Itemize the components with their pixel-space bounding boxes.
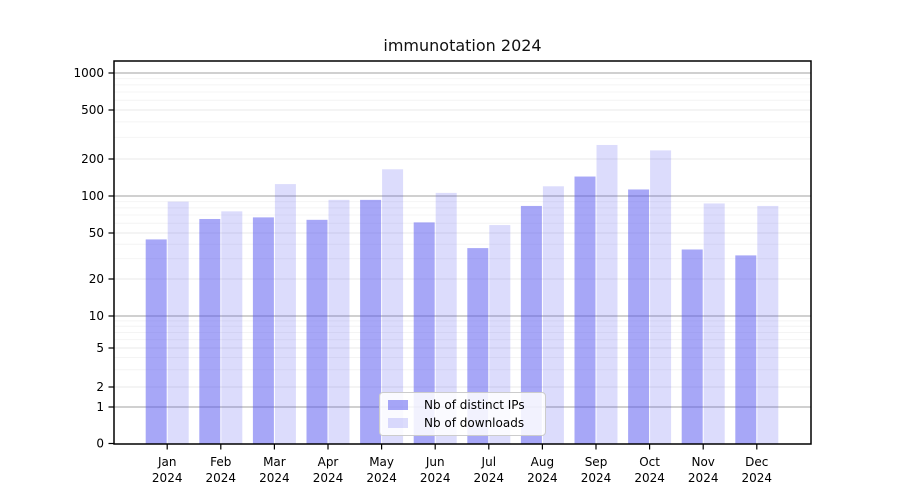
y-tick-label: 50 — [89, 226, 104, 240]
bar-distinct-ips-dec — [735, 255, 757, 444]
y-tick-label: 2 — [96, 380, 104, 394]
bar-downloads-jan — [167, 201, 189, 444]
bar-distinct-ips-apr — [306, 219, 328, 444]
bar-distinct-ips-nov — [681, 249, 703, 444]
x-tick-label-month: Jul — [481, 455, 496, 469]
y-tick-label: 500 — [81, 103, 104, 117]
x-tick-label-year: 2024 — [259, 471, 290, 485]
x-tick-label-month: Sep — [585, 455, 608, 469]
x-tick-label-year: 2024 — [634, 471, 665, 485]
y-tick-label: 200 — [81, 152, 104, 166]
y-tick-label: 1 — [96, 400, 104, 414]
bar-distinct-ips-feb — [199, 218, 221, 444]
x-tick-label-month: Nov — [691, 455, 714, 469]
bar-downloads-sep — [596, 144, 618, 445]
axis-frame — [113, 60, 812, 445]
x-tick-label-year: 2024 — [527, 471, 558, 485]
bar-distinct-ips-aug — [520, 205, 542, 444]
legend-label-distinct-ips: Nb of distinct IPs — [424, 397, 525, 412]
bar-downloads-feb — [221, 211, 243, 444]
bar-downloads-nov — [703, 203, 725, 444]
x-tick-label-year: 2024 — [581, 471, 612, 485]
legend-label-downloads: Nb of downloads — [424, 416, 525, 431]
x-tick-label-year: 2024 — [152, 471, 183, 485]
x-tick-label-year: 2024 — [688, 471, 719, 485]
x-tick-label-month: Mar — [263, 455, 286, 469]
bar-distinct-ips-mar — [252, 217, 274, 444]
legend-item-distinct-ips: Nb of distinct IPs — [388, 397, 537, 413]
x-tick-label-year: 2024 — [474, 471, 505, 485]
x-tick-label-month: Apr — [318, 455, 339, 469]
x-tick-label-month: Jun — [425, 455, 445, 469]
bar-downloads-may — [382, 169, 404, 445]
x-tick-label-month: Jan — [157, 455, 177, 469]
x-tick-label-month: Feb — [210, 455, 231, 469]
bar-downloads-jun — [435, 192, 457, 444]
y-tick-label: 1000 — [73, 66, 104, 80]
bar-downloads-jul — [489, 225, 511, 444]
bar-downloads-oct — [650, 150, 672, 444]
x-tick-label-year: 2024 — [366, 471, 397, 485]
bar-downloads-mar — [274, 184, 296, 444]
bar-downloads-aug — [542, 186, 564, 444]
bar-distinct-ips-jun — [413, 222, 435, 444]
x-tick-label-month: Aug — [531, 455, 554, 469]
legend: Nb of distinct IPs Nb of downloads — [379, 392, 546, 436]
x-tick-label-year: 2024 — [206, 471, 237, 485]
y-tick-label: 100 — [81, 189, 104, 203]
y-tick-label: 10 — [89, 309, 104, 323]
y-tick-label: 20 — [89, 272, 104, 286]
x-tick-label-year: 2024 — [420, 471, 451, 485]
legend-swatch-distinct-ips — [388, 399, 408, 410]
x-tick-label-month: Dec — [745, 455, 768, 469]
bar-distinct-ips-sep — [574, 176, 596, 444]
legend-swatch-downloads — [388, 418, 408, 429]
bar-distinct-ips-may — [360, 199, 382, 444]
x-tick-label-month: May — [369, 455, 394, 469]
legend-item-downloads: Nb of downloads — [388, 416, 537, 432]
y-tick-label: 0 — [96, 437, 104, 451]
y-tick-label: 5 — [96, 341, 104, 355]
bar-distinct-ips-jan — [145, 239, 167, 444]
bar-distinct-ips-oct — [628, 189, 650, 444]
bar-downloads-dec — [757, 205, 779, 444]
bar-downloads-apr — [328, 199, 350, 444]
x-tick-label-year: 2024 — [313, 471, 344, 485]
x-tick-label-year: 2024 — [742, 471, 773, 485]
chart-title: immunotation 2024 — [383, 36, 542, 55]
x-tick-label-month: Oct — [639, 455, 660, 469]
